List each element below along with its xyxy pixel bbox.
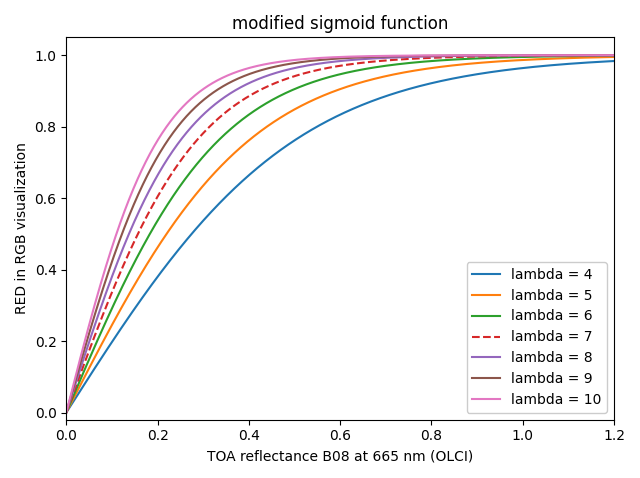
lambda = 6 <box>610 53 618 59</box>
lambda = 10 <box>594 52 602 58</box>
Line: lambda = 9: lambda = 9 <box>67 55 614 413</box>
Line: lambda = 10: lambda = 10 <box>67 55 614 413</box>
lambda = 7 <box>610 53 618 58</box>
lambda = 4 <box>493 68 501 74</box>
lambda = 5 <box>314 95 322 101</box>
lambda = 7 <box>594 53 602 58</box>
lambda = 5 <box>63 410 70 415</box>
Line: lambda = 4: lambda = 4 <box>67 61 614 413</box>
lambda = 4 <box>329 116 337 121</box>
lambda = 8 <box>595 53 602 58</box>
lambda = 5 <box>329 89 337 95</box>
lambda = 10 <box>329 54 337 60</box>
lambda = 5 <box>90 356 98 361</box>
Line: lambda = 6: lambda = 6 <box>67 56 614 413</box>
lambda = 9 <box>594 53 602 58</box>
lambda = 4 <box>90 366 98 372</box>
Title: modified sigmoid function: modified sigmoid function <box>232 15 449 33</box>
lambda = 8 <box>493 53 501 58</box>
lambda = 7 <box>90 334 98 340</box>
lambda = 6 <box>90 345 98 350</box>
lambda = 8 <box>594 53 602 58</box>
lambda = 10 <box>90 304 98 309</box>
lambda = 8 <box>610 53 618 58</box>
lambda = 9 <box>595 53 602 58</box>
lambda = 6 <box>595 53 602 59</box>
lambda = 7 <box>63 410 70 415</box>
X-axis label: TOA reflectance B08 at 665 nm (OLCI): TOA reflectance B08 at 665 nm (OLCI) <box>207 449 473 463</box>
lambda = 10 <box>595 52 602 58</box>
lambda = 9 <box>90 314 98 319</box>
lambda = 4 <box>610 58 618 64</box>
lambda = 8 <box>329 59 337 65</box>
lambda = 9 <box>493 53 501 58</box>
lambda = 5 <box>610 54 618 60</box>
lambda = 4 <box>314 123 322 129</box>
lambda = 7 <box>493 53 501 59</box>
lambda = 8 <box>90 324 98 330</box>
lambda = 7 <box>595 53 602 58</box>
lambda = 5 <box>594 54 602 60</box>
lambda = 10 <box>493 53 501 58</box>
lambda = 9 <box>610 53 618 58</box>
lambda = 8 <box>63 410 70 415</box>
lambda = 9 <box>329 56 337 62</box>
lambda = 10 <box>63 410 70 415</box>
lambda = 9 <box>63 410 70 415</box>
lambda = 9 <box>314 57 322 63</box>
lambda = 5 <box>595 54 602 60</box>
lambda = 7 <box>329 64 337 70</box>
lambda = 4 <box>595 59 602 65</box>
lambda = 7 <box>314 67 322 73</box>
lambda = 4 <box>594 59 602 65</box>
lambda = 4 <box>63 410 70 415</box>
lambda = 6 <box>594 53 602 59</box>
lambda = 6 <box>314 77 322 83</box>
lambda = 6 <box>329 73 337 79</box>
lambda = 6 <box>493 55 501 61</box>
Line: lambda = 5: lambda = 5 <box>67 57 614 413</box>
Line: lambda = 8: lambda = 8 <box>67 55 614 413</box>
Line: lambda = 7: lambda = 7 <box>67 55 614 413</box>
lambda = 10 <box>314 55 322 61</box>
Y-axis label: RED in RGB visualization: RED in RGB visualization <box>15 142 29 315</box>
lambda = 6 <box>63 410 70 415</box>
lambda = 5 <box>493 59 501 65</box>
lambda = 10 <box>610 52 618 58</box>
Legend: lambda = 4, lambda = 5, lambda = 6, lambda = 7, lambda = 8, lambda = 9, lambda =: lambda = 4, lambda = 5, lambda = 6, lamb… <box>467 262 607 413</box>
lambda = 8 <box>314 61 322 66</box>
